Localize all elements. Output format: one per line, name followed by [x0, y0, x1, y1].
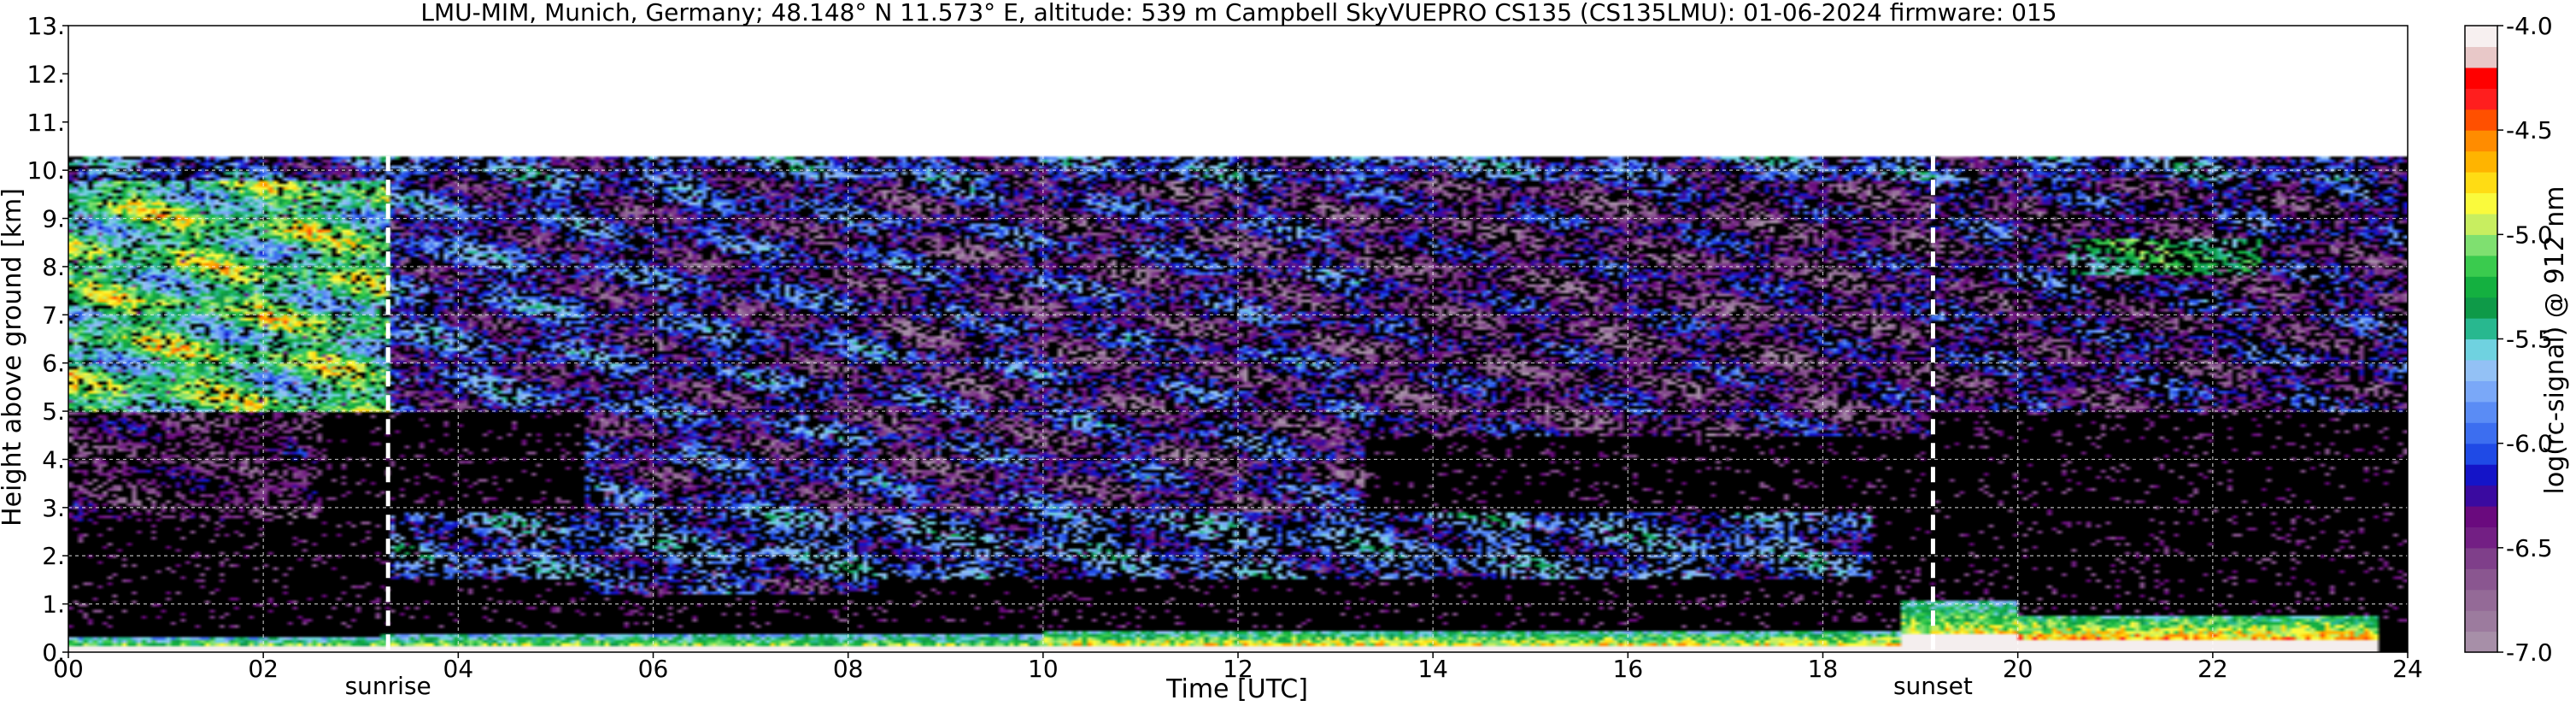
colorbar-swatch [2465, 568, 2497, 591]
colorbar-swatch [2465, 150, 2497, 173]
colorbar-swatch [2465, 610, 2497, 632]
y-tick-label: 11. [26, 109, 65, 137]
y-tick-label: 7. [42, 301, 65, 329]
heatmap [68, 26, 2408, 652]
y-tick-label: 0. [42, 638, 65, 667]
event-markers [385, 156, 1935, 652]
colorbar-swatch [2465, 88, 2497, 110]
y-tick-label: 2. [42, 542, 65, 570]
colorbar-swatch [2465, 547, 2497, 569]
y-tick-label: 13. [26, 12, 65, 40]
chart-title: LMU-MIM, Munich, Germany; 48.148° N 11.5… [420, 0, 2057, 26]
y-tick-label: 8. [42, 253, 65, 281]
colorbar-swatch [2465, 443, 2497, 465]
x-tick-label: 12 [1223, 655, 1253, 683]
x-tick-label: 18 [1808, 655, 1839, 683]
x-tick-label: 10 [1028, 655, 1059, 683]
colorbar-swatch [2465, 527, 2497, 549]
colorbar-swatch [2465, 130, 2497, 152]
colorbar-swatch [2465, 589, 2497, 611]
colorbar-tick-label: -5.5 [2506, 326, 2553, 354]
colorbar-swatch [2465, 485, 2497, 507]
colorbar-swatch [2465, 172, 2497, 194]
colorbar-swatch [2465, 109, 2497, 131]
colorbar: -7.0 -6.5 -6.0 -5.5 -5.0 -4.5 -4.0 [2464, 12, 2553, 667]
colorbar-swatch [2465, 505, 2497, 527]
colorbar-tick-label: -6.5 [2506, 534, 2553, 562]
colorbar-swatch [2465, 276, 2497, 298]
y-tick-label: 6. [42, 350, 65, 378]
colorbar-swatch [2465, 401, 2497, 423]
y-tick-label: 1. [42, 591, 65, 619]
colorbar-swatch [2465, 422, 2497, 444]
y-tick-label: 12. [26, 60, 65, 88]
y-tick-label: 10. [26, 156, 65, 185]
colorbar-swatch [2465, 26, 2497, 48]
x-tick-label: 14 [1417, 655, 1448, 683]
x-tick-label: 24 [2392, 655, 2423, 683]
colorbar-tick-label: -4.5 [2506, 116, 2553, 144]
colorbar-swatch [2465, 297, 2497, 319]
colorbar-tick-label: -5.0 [2506, 221, 2553, 249]
colorbar-swatch [2465, 213, 2497, 235]
colorbar-swatch [2465, 631, 2497, 653]
x-tick-label: 08 [833, 655, 864, 683]
colorbar-swatch [2465, 234, 2497, 256]
colorbar-tick-label: -4.0 [2506, 12, 2553, 40]
event-label-sunrise: sunrise [345, 672, 431, 700]
x-tick-label: 22 [2198, 655, 2228, 683]
y-axis: 0. 1. 2. 3. 4. 5. 6. 7. 8. 9. 10. 11. 12. 13. [26, 12, 68, 667]
colorbar-swatch [2465, 318, 2497, 340]
x-axis: 00 02 04 06 08 10 12 14 16 18 20 22 24 [53, 652, 2423, 683]
x-tick-label: 20 [2003, 655, 2033, 683]
y-tick-label: 5. [42, 397, 65, 426]
x-axis-label: Time [UTC] [1165, 674, 1308, 704]
colorbar-swatch [2465, 67, 2497, 89]
backscatter-raster [68, 26, 2408, 652]
y-tick-label: 9. [42, 205, 65, 233]
colorbar-swatch [2465, 464, 2497, 486]
colorbar-swatch [2465, 380, 2497, 403]
x-tick-label: 06 [638, 655, 669, 683]
x-tick-label: 16 [1613, 655, 1644, 683]
colorbar-swatch [2465, 359, 2497, 381]
x-tick-label: 00 [53, 655, 84, 683]
y-tick-label: 4. [42, 445, 65, 474]
y-axis-label: Height above ground [km] [0, 188, 27, 527]
x-tick-label: 04 [443, 655, 474, 683]
y-tick-label: 3. [42, 494, 65, 522]
event-label-sunset: sunset [1893, 672, 1973, 700]
colorbar-label: log(rc-signal) @ 912 nm [2540, 186, 2570, 495]
colorbar-tick-label: -6.0 [2506, 430, 2553, 458]
colorbar-swatch [2465, 338, 2497, 361]
colorbar-swatch [2465, 255, 2497, 277]
colorbar-tick-label: -7.0 [2506, 638, 2553, 667]
grid [68, 26, 2408, 652]
colorbar-swatch [2465, 192, 2497, 215]
colorbar-swatch [2465, 46, 2497, 68]
plot-area [67, 25, 2409, 653]
x-tick-label: 02 [248, 655, 279, 683]
